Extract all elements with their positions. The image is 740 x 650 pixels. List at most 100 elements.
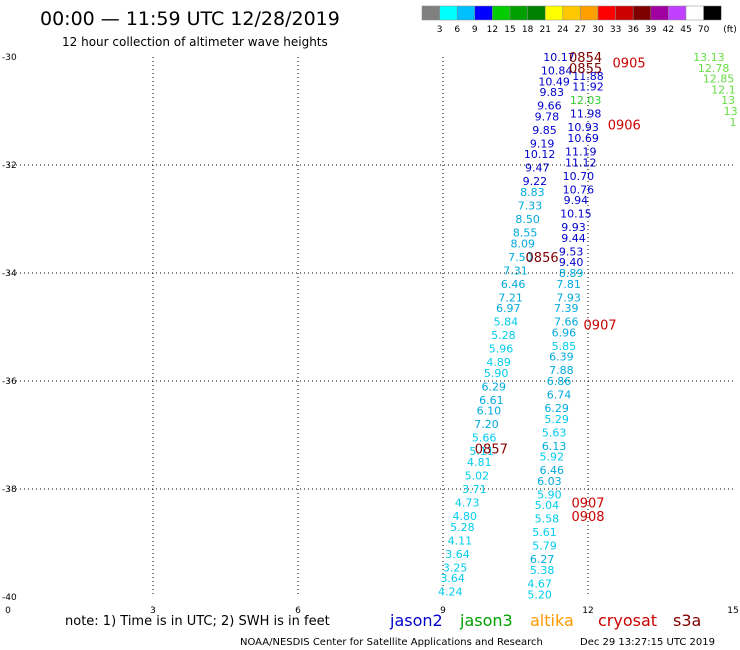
swh-data-label: 4.80 [453,510,478,523]
swh-data-label: 5.04 [535,499,560,512]
swh-data-label: 12.03 [570,94,602,107]
y-tick-label: -38 [2,485,17,495]
swh-data-label: 6.13 [542,440,567,453]
swh-data-label: 13.13 [693,51,725,64]
swh-data-label: 6.10 [477,405,502,418]
swh-data-label: 10.76 [563,183,595,196]
colorbar-swatch [527,5,546,21]
pass-time-label: 0855 [569,62,602,77]
colorbar-tick-label: 45 [680,25,691,35]
swh-data-label: 6.74 [547,389,572,402]
swh-data-label: 6.29 [482,380,507,393]
footer-note: note: 1) Time is in UTC; 2) SWH is in fe… [65,614,330,629]
swh-data-label: 3.25 [443,561,468,574]
colorbar-swatch [492,5,511,21]
colorbar-tick-label: 36 [627,25,639,35]
pass-time-label: 0906 [608,119,641,134]
swh-data-label: 6.03 [537,475,562,488]
swh-data-label: 5.28 [491,329,516,342]
swh-data-label: 5.61 [532,526,557,539]
colorbar: 3 6 9 12 15 18 21 24 27 30 33 36 39 42 45 70 (ft) [421,5,737,35]
swh-data-label: 9.19 [530,137,555,150]
swh-data-label: 11.12 [565,156,597,169]
swh-data-label: 10.49 [538,75,570,88]
swh-data-label: 6.29 [544,402,569,415]
colorbar-swatch [703,5,722,21]
swh-data-label: 7.88 [549,364,574,377]
colorbar-swatch [580,5,599,21]
colorbar-swatch [597,5,616,21]
colorbar-tick-label: 39 [645,25,657,35]
swh-data-label: 6.86 [547,375,572,388]
legend-jason2: jason2 [389,611,443,630]
swh-data-label: 7.66 [554,316,579,329]
swh-data-label: 1 [730,116,737,129]
y-tick-label: -32 [2,161,17,171]
colorbar-tick-label: 15 [504,25,515,35]
swh-data-label: 13 [721,94,735,107]
swh-data-label: 8.50 [515,213,540,226]
colorbar-swatch [562,5,581,21]
footer-timestamp: Dec 29 13:27:15 UTC 2019 [580,637,715,648]
swh-data-label: 6.39 [549,351,574,364]
swh-data-label: 5.90 [537,488,562,501]
pass-time-label: 0907 [584,318,617,333]
swh-data-label: 5.66 [472,432,497,445]
swh-data-label: 5.90 [484,367,509,380]
swh-data-label: 5.85 [552,340,577,353]
swh-data-label: 7.81 [556,278,581,291]
colorbar-swatch [632,5,652,21]
colorbar-swatch [456,5,476,21]
swh-data-label: 11.98 [570,108,602,121]
legend-cryosat: cryosat [598,611,657,630]
swh-data-label: 5.11 [469,445,494,458]
swh-data-label: 7.20 [474,418,499,431]
colorbar-swatch [544,5,564,21]
colorbar-tick-label: 9 [472,25,478,35]
pass-time-label: 0907 [571,497,604,512]
colorbar-swatch [474,5,493,21]
swh-data-label: 9.53 [559,245,584,258]
x-tick-label: 3 [150,606,156,616]
swh-data-label: 3.64 [440,572,465,585]
colorbar-tick-label: 30 [592,25,604,35]
swh-data-label: 10.93 [567,121,599,134]
swh-data-label: 7.50 [508,251,533,264]
swh-data-label: 11.19 [565,146,597,159]
swh-data-label: 6.27 [530,553,555,566]
colorbar-tick-label: 21 [539,25,550,35]
swh-data-label: 9.22 [523,175,548,188]
swh-data-label: 10.70 [563,170,595,183]
swh-data-label: 10.12 [524,148,556,161]
x-tick-label: 9 [440,606,446,616]
swh-data-label: 12.78 [698,62,730,75]
colorbar-units: (ft) [723,25,737,35]
swh-data-label: 5.96 [489,343,514,356]
colorbar-swatch [668,5,687,21]
swh-data-label: 4.81 [467,456,492,469]
swh-data-label: 7.39 [554,302,579,315]
legend: jason2 jason3 altika cryosat s3a [389,611,701,630]
colorbar-tick-label: 18 [522,25,534,35]
colorbar-tick-label: 12 [487,25,498,35]
colorbar-tick-label: 70 [698,25,710,35]
swh-data-label: 5.02 [465,470,490,483]
swh-data-label: 6.97 [496,302,521,315]
swh-data-label: 10.15 [560,208,592,221]
swh-data-label: 8.09 [511,237,536,250]
swh-data-label: 5.28 [450,521,475,534]
swh-data-label: 6.46 [501,278,526,291]
data-labels: 10.1710.8410.499.839.669.789.859.1910.12… [438,51,738,601]
swh-data-label: 9.66 [537,100,562,113]
swh-data-label: 11.88 [572,70,604,83]
swh-data-label: 11.92 [572,81,604,94]
swh-data-label: 6.61 [479,394,504,407]
swh-data-label: 9.94 [564,194,589,207]
swh-data-label: 4.11 [448,534,473,547]
swh-data-label: 5.29 [544,413,569,426]
swh-data-label: 4.24 [438,586,463,599]
swh-data-label: 10.69 [567,132,599,145]
swh-data-label: 9.47 [525,162,550,175]
